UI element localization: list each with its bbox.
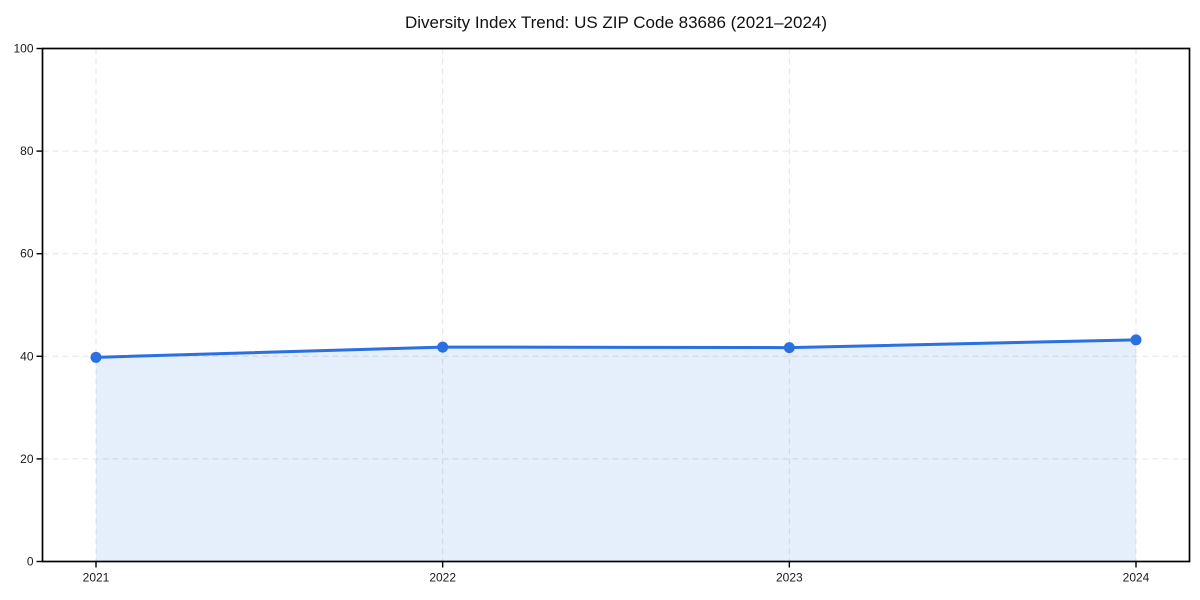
x-tick-label: 2023 bbox=[776, 571, 803, 585]
y-tick-label: 40 bbox=[20, 349, 34, 363]
data-point-marker bbox=[90, 351, 102, 363]
plot-border bbox=[41, 47, 1191, 563]
y-tick-label: 0 bbox=[27, 555, 34, 569]
area-fill bbox=[96, 339, 1136, 562]
data-point-marker bbox=[1130, 334, 1142, 346]
y-tick-label: 20 bbox=[20, 452, 34, 466]
chart-title: Diversity Index Trend: US ZIP Code 83686… bbox=[404, 13, 828, 32]
y-tick-label: 60 bbox=[20, 247, 34, 261]
x-tick-label: 2024 bbox=[1123, 571, 1150, 585]
x-tick-label: 2022 bbox=[429, 571, 456, 585]
trend-line bbox=[94, 338, 1138, 359]
data-point-marker bbox=[437, 341, 449, 353]
y-tick-label: 100 bbox=[13, 42, 33, 56]
data-point-marker bbox=[783, 342, 795, 354]
y-tick-label: 80 bbox=[20, 144, 34, 158]
x-tick-label: 2021 bbox=[83, 571, 110, 585]
